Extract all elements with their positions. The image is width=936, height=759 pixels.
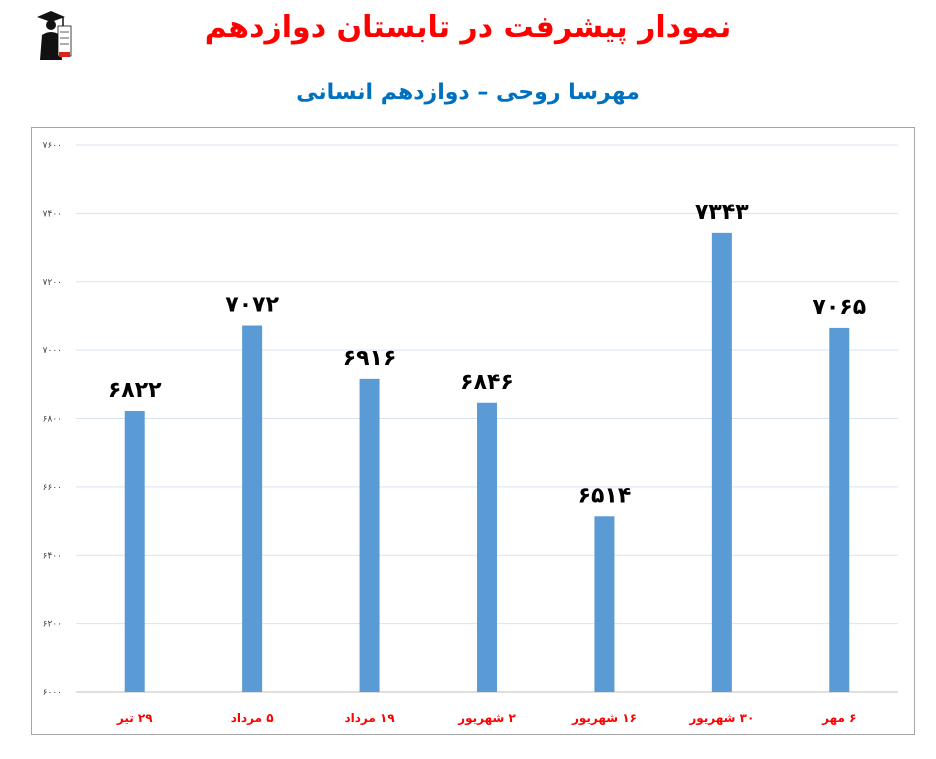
x-axis-ticks: ۲۹ تیر ۵ مرداد ۱۹ مرداد ۲ شهریور ۱۶ شهریور ۳۰…: [116, 711, 857, 726]
bar: [477, 402, 497, 692]
y-tick-label: ۷۴۰۰: [43, 209, 62, 219]
y-axis-ticks: ۶۰۰۰ ۶۲۰۰ ۶۴۰۰ ۶۶۰۰ ۶۸۰۰ ۷۰۰۰ ۷۲۰۰ ۷۴۰۰ ۷۶۰۰: [43, 141, 62, 698]
bar: [124, 410, 145, 692]
x-tick-label: ۳۰ شهریور: [688, 711, 754, 726]
x-tick-label: ۲۹ تیر: [116, 711, 153, 725]
chart-subtitle: مهرسا روحی – دوازدهم انسانی: [296, 80, 640, 105]
x-tick-label: ۲ شهریور: [457, 711, 516, 726]
data-label: ۶۹۱۶: [343, 346, 397, 371]
data-label: ۷۰۶۵: [812, 295, 866, 320]
y-tick-label: ۶۶۰۰: [43, 483, 62, 493]
chart-frame: [31, 127, 915, 735]
x-tick-label: ۶ مهر: [821, 711, 856, 725]
y-tick-label: ۶۴۰۰: [43, 551, 62, 561]
bar: [242, 325, 263, 692]
y-tick-label: ۷۲۰۰: [43, 278, 62, 288]
y-tick-label: ۶۲۰۰: [43, 620, 62, 630]
value-labels: ۶۸۲۲ ۷۰۷۲ ۶۹۱۶ ۶۸۴۶ ۶۵۱۴ ۷۳۴۳ ۷۰۶۵: [108, 200, 866, 508]
chart-title: نمودار پیشرفت در تابستان دوازدهم: [204, 10, 732, 45]
x-tick-label: ۱۹ مرداد: [344, 711, 395, 725]
x-tick-label: ۵ مرداد: [231, 711, 274, 725]
x-tick-label: ۱۶ شهریور: [571, 711, 637, 726]
bars: [124, 232, 850, 692]
bar: [359, 378, 380, 692]
bar: [711, 232, 732, 692]
y-tick-label: ۶۸۰۰: [43, 415, 62, 425]
data-label: ۶۸۲۲: [108, 378, 162, 403]
y-tick-label: ۷۶۰۰: [43, 141, 62, 151]
data-label: ۷۰۷۲: [225, 293, 279, 318]
y-tick-label: ۷۰۰۰: [43, 346, 62, 356]
data-label: ۶۵۱۴: [578, 483, 632, 508]
y-tick-label: ۶۰۰۰: [43, 688, 62, 698]
bar: [829, 327, 850, 692]
data-label: ۶۸۴۶: [460, 370, 514, 395]
bar: [594, 516, 615, 692]
graduate-logo-icon: [34, 8, 72, 64]
data-label: ۷۳۴۳: [695, 200, 749, 225]
